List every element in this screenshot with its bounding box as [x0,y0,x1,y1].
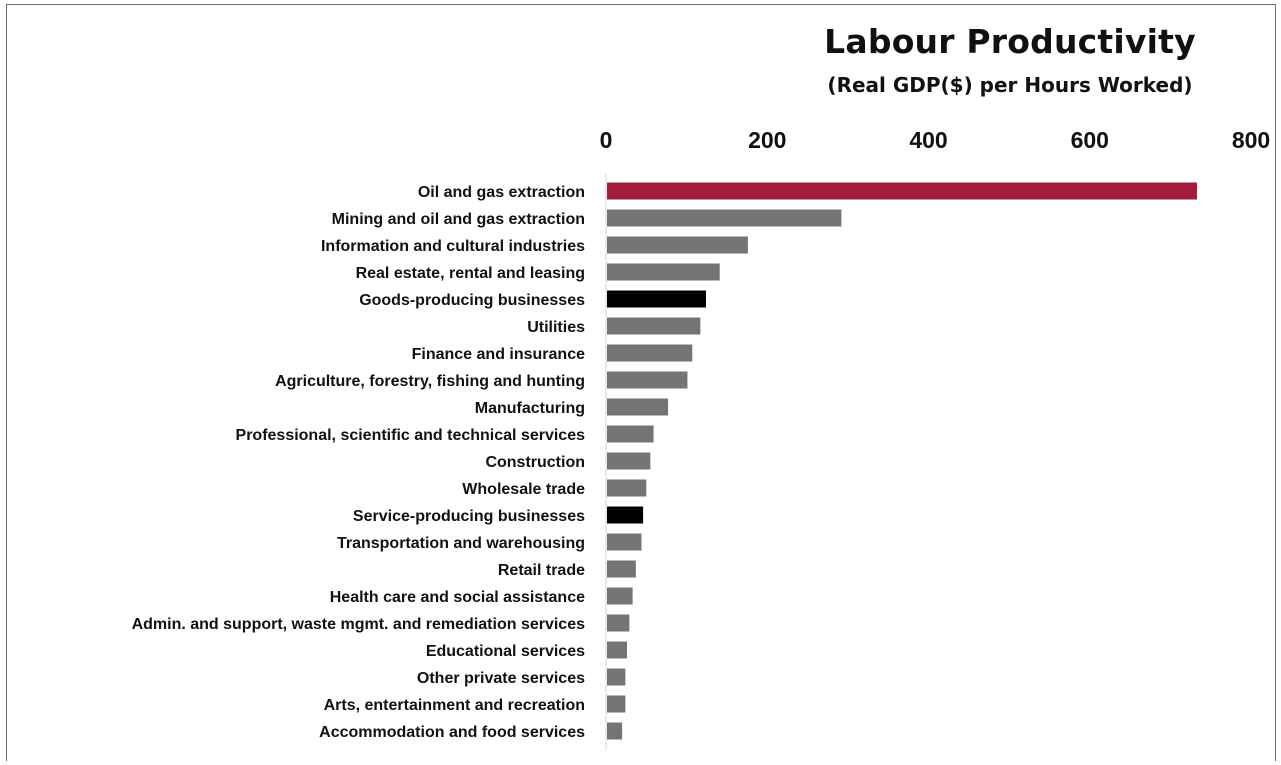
chart-subtitle: (Real GDP($) per Hours Worked) [827,73,1193,97]
bar [607,263,720,281]
category-label: Information and cultural industries [321,238,585,255]
category-label: Accommodation and food services [319,724,585,741]
category-label: Agriculture, forestry, fishing and hunti… [275,373,585,390]
category-label: Real estate, rental and leasing [356,265,585,282]
x-axis-ticks: 0 200 400 600 800 [600,127,1271,153]
category-label: Goods-producing businesses [359,292,585,309]
bar [607,560,636,578]
bar [607,641,627,659]
bar [607,695,626,713]
category-label: Utilities [527,319,585,336]
category-label: Arts, entertainment and recreation [324,697,585,714]
bar [607,425,654,443]
x-tick-label: 200 [748,127,786,153]
category-label: Professional, scientific and technical s… [236,427,586,444]
category-label: Retail trade [498,562,585,579]
bar [607,317,701,335]
bar [607,344,693,362]
bar [607,668,626,686]
bar [607,452,651,470]
bar [607,533,642,551]
category-label: Educational services [426,643,585,660]
bar [607,371,688,389]
category-label: Finance and insurance [412,346,585,363]
category-label: Mining and oil and gas extraction [332,211,585,228]
bar [607,506,644,524]
category-label: Oil and gas extraction [418,184,585,201]
bar [607,182,1197,200]
bar [607,209,842,227]
bar [607,236,748,254]
x-tick-label: 0 [600,127,613,153]
chart-title: Labour Productivity [824,22,1196,61]
category-label: Admin. and support, waste mgmt. and reme… [132,616,586,633]
bar [607,398,669,416]
x-tick-label: 400 [909,127,947,153]
x-tick-label: 800 [1232,127,1270,153]
bar [607,722,623,740]
bar [607,290,706,308]
category-label: Manufacturing [475,400,585,417]
category-label: Service-producing businesses [353,508,585,525]
category-label: Transportation and warehousing [337,535,585,552]
category-label: Construction [485,454,585,471]
bar [607,587,633,605]
bar [607,479,647,497]
category-label: Other private services [417,670,585,687]
bar [607,614,630,632]
category-label: Health care and social assistance [330,589,585,606]
x-tick-label: 600 [1071,127,1109,153]
category-labels: Oil and gas extraction Mining and oil and… [132,184,586,741]
category-label: Wholesale trade [462,481,585,498]
bars [607,182,1197,740]
